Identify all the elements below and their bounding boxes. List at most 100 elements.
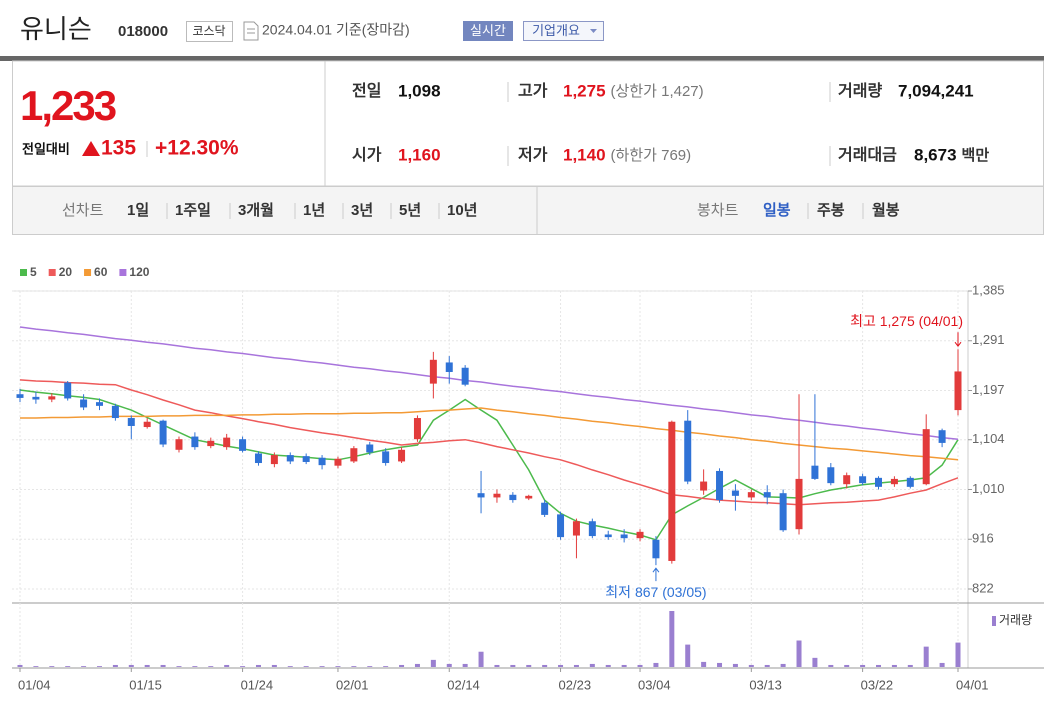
candle-body <box>461 367 469 385</box>
change-value: 135 <box>101 137 136 160</box>
candle-body <box>111 405 119 419</box>
candle-body <box>16 394 24 398</box>
volume-bar <box>17 664 23 667</box>
tab-item[interactable]: 1주일 <box>175 202 211 219</box>
candle-body <box>906 477 914 487</box>
x-tick-label: 03/13 <box>749 677 782 692</box>
tab-item[interactable]: 5년 <box>399 202 421 219</box>
stat-value: 1,098 <box>398 81 441 100</box>
company-button[interactable] <box>523 21 604 41</box>
volume-bar <box>812 657 818 667</box>
volume-bar <box>526 664 532 667</box>
candle-body <box>890 478 898 485</box>
volume-bar <box>49 666 55 667</box>
volume-bar <box>589 663 595 667</box>
candle-body <box>477 493 485 498</box>
stock-name: 유니슨 <box>20 14 92 44</box>
candle-body <box>191 436 199 448</box>
volume-bar <box>637 664 643 667</box>
candle-body <box>366 444 374 453</box>
candle-body <box>795 478 803 530</box>
volume-bar <box>494 664 500 667</box>
stat-label: 전일 <box>352 82 381 100</box>
tab-item[interactable]: 3년 <box>351 202 373 219</box>
x-tick-label: 04/01 <box>956 677 989 692</box>
candle-body <box>700 481 708 491</box>
volume-bar <box>717 662 723 667</box>
tab-item[interactable]: 1일 <box>127 202 149 219</box>
legend-swatch <box>48 269 56 276</box>
candle-body <box>64 382 72 399</box>
realtime-button[interactable] <box>463 21 513 41</box>
y-tick-label: 1,010 <box>972 481 1005 496</box>
candle-body <box>843 475 851 485</box>
legend-swatch <box>84 269 92 276</box>
tab-item[interactable]: 3개월 <box>238 201 274 219</box>
volume-bar <box>685 644 691 667</box>
volume-bar <box>240 666 246 667</box>
volume-bar <box>748 664 754 667</box>
tab-item[interactable]: 일봉 <box>763 202 791 219</box>
volume-bar <box>192 666 198 667</box>
volume-bar <box>128 664 134 667</box>
candle-body <box>429 359 437 384</box>
volume-bar <box>939 662 945 667</box>
candle-body <box>636 531 644 539</box>
y-tick-label: 822 <box>972 580 994 595</box>
volume-bar <box>478 651 484 667</box>
volume-bar <box>764 664 770 667</box>
volume-bar <box>287 666 293 667</box>
candle-body <box>95 402 103 406</box>
candle-body <box>207 440 215 447</box>
volume-bar <box>462 663 468 667</box>
tab-bar <box>12 186 1044 235</box>
tab-item[interactable]: 1년 <box>303 202 325 219</box>
candle-body <box>32 396 40 400</box>
volume-bar <box>701 661 707 667</box>
y-tick-label: 916 <box>972 531 994 546</box>
stat-value: 7,094,241 <box>898 81 974 100</box>
volume-bar <box>335 666 341 667</box>
candle-body <box>413 418 421 440</box>
stat-note: (하한가 769) <box>611 147 692 164</box>
volume-bar <box>542 664 548 667</box>
tab-item[interactable]: 10년 <box>447 202 478 219</box>
x-tick-label: 01/04 <box>18 677 51 692</box>
candle-body <box>493 493 501 498</box>
volume-bar <box>955 642 961 667</box>
candle-body <box>604 534 612 538</box>
volume-bar <box>144 664 150 667</box>
volume-bar <box>271 664 277 667</box>
volume-bar <box>224 664 230 667</box>
summary-box <box>12 60 1044 187</box>
volume-bar <box>399 664 405 667</box>
company-label: 기업개요 <box>532 23 580 38</box>
volume-bar <box>907 664 913 667</box>
volume-bar <box>255 664 261 667</box>
candle-body <box>350 448 358 462</box>
header-rule <box>0 56 1044 61</box>
x-tick-label: 01/24 <box>241 677 274 692</box>
volume-legend-swatch <box>992 616 996 626</box>
candle-body <box>254 453 262 464</box>
stat-value: 8,673 <box>914 145 957 164</box>
tab-item[interactable]: 월봉 <box>872 202 900 219</box>
x-tick-label: 02/14 <box>447 677 480 692</box>
x-tick-label: 03/22 <box>861 677 894 692</box>
candle-body <box>827 467 835 484</box>
change-label: 전일대비 <box>22 141 70 156</box>
candle-body <box>286 455 294 462</box>
candle-body <box>509 494 517 501</box>
high-annotation: 최고 1,275 (04/01) <box>850 313 963 329</box>
volume-bar <box>653 662 659 667</box>
tab-group-label: 선차트 <box>62 202 104 219</box>
tab-item[interactable]: 주봉 <box>817 202 845 219</box>
legend-swatch <box>119 269 127 276</box>
y-tick-label: 1,104 <box>972 431 1005 446</box>
candle-body <box>445 362 453 372</box>
legend-label: 60 <box>94 265 108 279</box>
stat-label: 저가 <box>518 146 548 164</box>
volume-bar <box>176 666 182 667</box>
volume-bar <box>510 664 516 667</box>
up-triangle <box>82 141 100 156</box>
